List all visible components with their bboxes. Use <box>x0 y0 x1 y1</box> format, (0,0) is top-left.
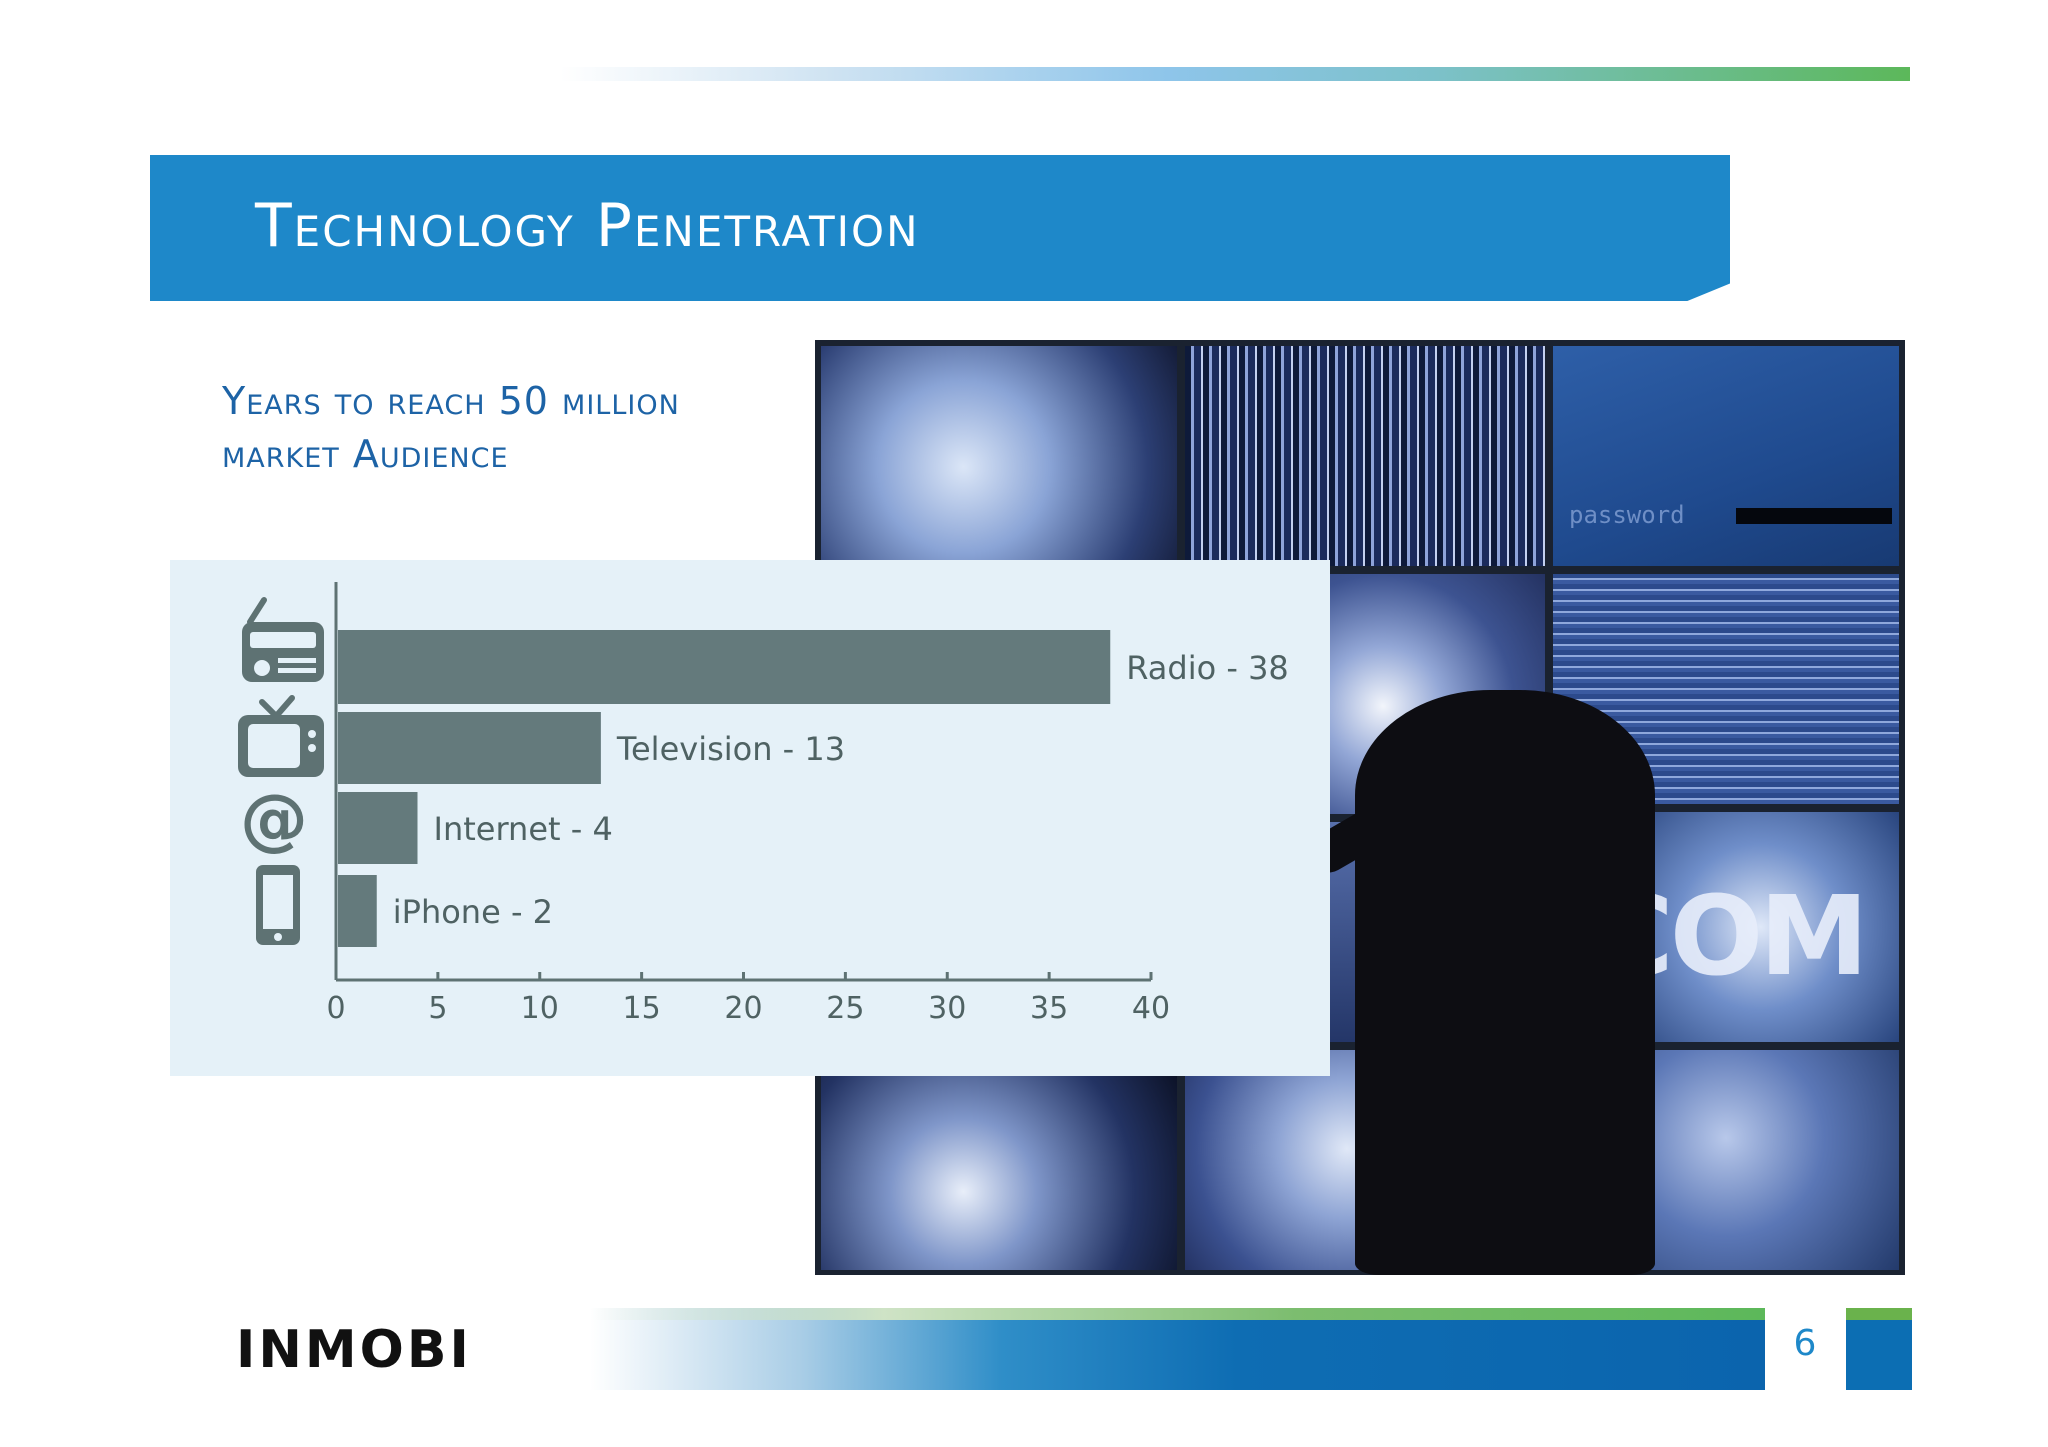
x-tick-label: 15 <box>623 991 661 1026</box>
at-sign-icon: @ <box>240 780 308 859</box>
bar-chart: @ Radio - 38 Television - 13 Internet - 4 i… <box>238 582 1289 1026</box>
television-icon <box>238 695 324 777</box>
radio-icon <box>242 597 324 682</box>
footer-box-green-strip <box>1846 1308 1912 1320</box>
x-tick-label: 5 <box>428 991 447 1026</box>
bar-television <box>338 712 601 784</box>
chart-subtitle: Years to reach 50 million market Audienc… <box>222 379 680 476</box>
smartphone-icon <box>256 865 300 945</box>
x-tick-label: 0 <box>326 991 345 1026</box>
top-gradient-strip <box>560 67 1910 81</box>
x-tick-label: 10 <box>521 991 559 1026</box>
person-silhouette <box>1355 690 1655 1275</box>
svg-text:@: @ <box>240 780 308 859</box>
footer-band <box>590 1308 1765 1390</box>
x-tick-label: 40 <box>1132 991 1170 1026</box>
bar-label-television: Television - 13 <box>616 730 845 768</box>
bar-group <box>338 630 1111 947</box>
password-text: password <box>1569 501 1685 529</box>
page-number: 6 <box>1793 1323 1817 1364</box>
photo-tile-barcode <box>1185 346 1545 566</box>
photo-tile-password: password <box>1553 346 1899 566</box>
photo-tile-cable <box>821 1074 1177 1270</box>
slide-title: Technology Penetration <box>255 191 920 261</box>
chart-panel: @ Radio - 38 Television - 13 Internet - 4 i… <box>170 560 1330 1076</box>
x-tick-label: 35 <box>1030 991 1068 1026</box>
x-tick-label: 30 <box>928 991 966 1026</box>
title-banner: Technology Penetration <box>150 155 1730 301</box>
footer-green-strip <box>590 1308 1765 1320</box>
footer-blue-box <box>1846 1308 1912 1390</box>
bar-internet <box>338 792 418 864</box>
photo-tile-binary <box>821 346 1177 566</box>
bar-label-iphone: iPhone - 2 <box>393 893 553 931</box>
bar-radio <box>338 630 1111 704</box>
bar-label-internet: Internet - 4 <box>434 810 613 848</box>
x-tick-label: 20 <box>724 991 762 1026</box>
password-field-bar <box>1736 508 1892 524</box>
x-tick-group: 0 5 10 15 20 25 30 35 40 <box>326 972 1170 1026</box>
inmobi-logo: INMOBI <box>236 1320 472 1380</box>
bar-iphone <box>338 875 377 947</box>
bar-label-group: Radio - 38 Television - 13 Internet - 4 iPh… <box>393 649 1289 931</box>
bar-label-radio: Radio - 38 <box>1126 649 1289 687</box>
x-tick-label: 25 <box>826 991 864 1026</box>
